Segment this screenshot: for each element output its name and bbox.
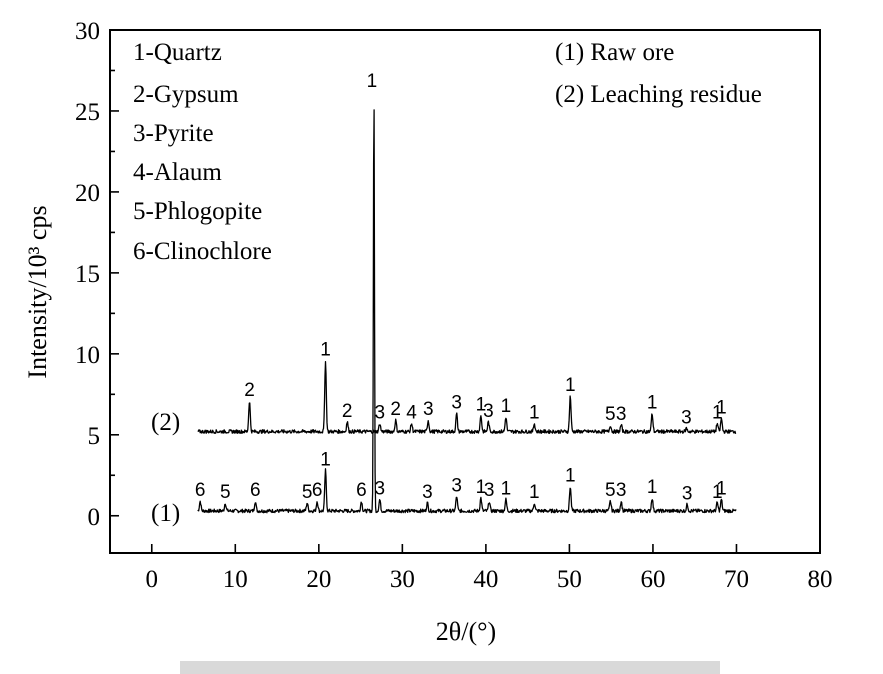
peak-label: 1 xyxy=(529,482,540,503)
peak-label: 1 xyxy=(501,396,512,417)
peak-label: 1 xyxy=(320,339,331,360)
plot-frame xyxy=(109,29,821,554)
y-tick-label: 10 xyxy=(75,342,100,369)
x-tick-label: 60 xyxy=(640,566,665,593)
x-tick-label: 20 xyxy=(306,566,331,593)
peak-label: 1 xyxy=(712,402,723,423)
peak-label: 3 xyxy=(616,404,627,425)
x-tick-label: 50 xyxy=(557,566,582,593)
peak-label: 4 xyxy=(406,402,417,423)
phase-legend-item: 1-Quartz xyxy=(133,39,222,66)
x-tick-label: 40 xyxy=(473,566,498,593)
peak-label: 6 xyxy=(312,480,323,501)
peak-label: 3 xyxy=(375,402,386,423)
peak-label: 6 xyxy=(356,480,367,501)
xrd-traces xyxy=(197,109,737,514)
peak-label: 1 xyxy=(716,398,727,419)
peak-label: 3 xyxy=(484,480,495,501)
peak-label: 1 xyxy=(712,482,723,503)
peak-label: 5 xyxy=(220,482,231,503)
peak-label: 3 xyxy=(616,480,627,501)
series-line-(2) xyxy=(197,360,737,434)
y-axis-label: Intensity/10³ cps xyxy=(23,205,52,378)
x-tick-label: 70 xyxy=(724,566,749,593)
caption-strip xyxy=(180,661,720,674)
peak-label: 1 xyxy=(716,479,727,500)
peak-label: 3 xyxy=(483,401,494,422)
peak-label: 3 xyxy=(423,399,434,420)
peak-label: 1 xyxy=(501,479,512,500)
y-tick-label: 30 xyxy=(75,18,100,45)
peak-label: 2 xyxy=(244,380,255,401)
phase-legend-item: 6-Clinochlore xyxy=(133,238,272,265)
peak-label: 6 xyxy=(195,480,206,501)
peak-label-top: 1 xyxy=(367,71,378,92)
phase-legend: 1-Quartz 2-Gypsum 3-Pyrite 4-Alaum 5-Phl… xyxy=(133,39,272,265)
phase-legend-item: 4-Alaum xyxy=(133,159,222,186)
x-tick-label: 80 xyxy=(808,566,833,593)
peak-label: 3 xyxy=(375,479,386,500)
peak-label: 5 xyxy=(605,480,616,501)
peak-label: 6 xyxy=(250,480,261,501)
peak-label: 3 xyxy=(422,482,433,503)
peak-label: 3 xyxy=(451,393,462,414)
series-tag-2: (2) xyxy=(151,409,180,436)
sample-legend-item: (1) Raw ore xyxy=(555,39,674,66)
peak-label: 3 xyxy=(682,483,693,504)
y-tick-label: 0 xyxy=(88,504,101,531)
peak-label: 5 xyxy=(302,482,313,503)
peak-label: 1 xyxy=(476,477,487,498)
series-line-(1) xyxy=(197,109,737,514)
peak-label: 1 xyxy=(647,477,658,498)
x-tick-label: 30 xyxy=(390,566,415,593)
peak-label: 1 xyxy=(476,394,487,415)
sample-legend-item: (2) Leaching residue xyxy=(555,81,762,108)
peak-label: 1 xyxy=(320,449,331,470)
phase-legend-item: 2-Gypsum xyxy=(133,81,239,108)
peak-label: 1 xyxy=(565,375,576,396)
sample-legend: (1) Raw ore (2) Leaching residue xyxy=(555,39,762,108)
peak-label: 5 xyxy=(605,404,616,425)
series-tag-1: (1) xyxy=(151,500,180,527)
phase-legend-item: 5-Phlogopite xyxy=(133,198,262,225)
peak-label: 3 xyxy=(451,475,462,496)
peak-label: 3 xyxy=(681,407,692,428)
peak-label: 2 xyxy=(390,399,401,420)
x-tick-label: 0 xyxy=(146,566,159,593)
x-axis-label: 2θ/(°) xyxy=(436,617,496,646)
peak-label: 1 xyxy=(647,393,658,414)
peak-label: 2 xyxy=(342,401,353,422)
y-tick-label: 5 xyxy=(88,423,101,450)
y-tick-label: 15 xyxy=(75,261,100,288)
x-tick-label: 10 xyxy=(223,566,248,593)
y-tick-label: 25 xyxy=(75,99,100,126)
peak-label: 1 xyxy=(529,402,540,423)
peak-label: 1 xyxy=(565,466,576,487)
phase-legend-item: 3-Pyrite xyxy=(133,120,214,147)
y-tick-label: 20 xyxy=(75,180,100,207)
